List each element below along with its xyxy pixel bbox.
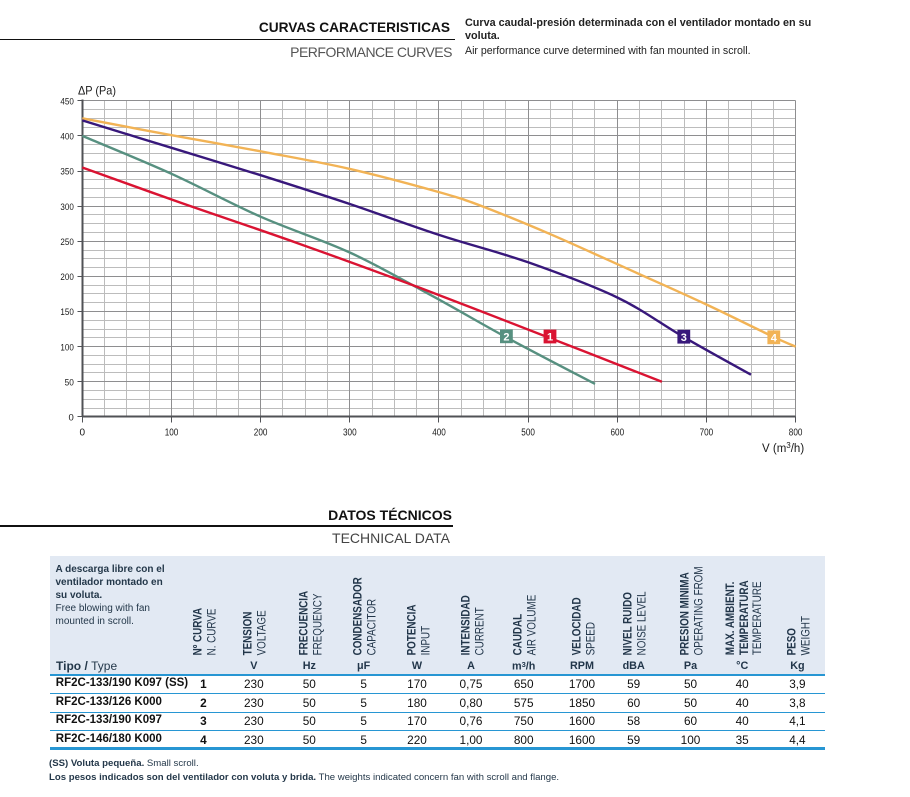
svg-text:50: 50 (65, 378, 74, 389)
svg-text:0: 0 (69, 413, 74, 424)
svg-text:400: 400 (432, 427, 446, 438)
svg-text:250: 250 (60, 237, 73, 248)
svg-text:800: 800 (789, 427, 803, 438)
svg-text:ΔP (Pa): ΔP (Pa) (78, 84, 116, 98)
svg-text:V (m3/h): V (m3/h) (762, 441, 804, 455)
svg-text:100: 100 (165, 427, 179, 438)
svg-text:400: 400 (60, 132, 73, 143)
svg-text:100: 100 (60, 342, 73, 353)
svg-text:300: 300 (60, 202, 73, 213)
svg-text:500: 500 (521, 427, 535, 438)
svg-text:200: 200 (60, 272, 73, 283)
svg-text:200: 200 (254, 427, 268, 438)
svg-text:1: 1 (547, 332, 553, 344)
svg-text:600: 600 (611, 427, 625, 438)
svg-text:150: 150 (60, 307, 73, 318)
svg-text:0: 0 (80, 427, 86, 438)
svg-text:700: 700 (700, 427, 714, 438)
svg-text:4: 4 (771, 333, 778, 345)
svg-text:350: 350 (60, 167, 73, 178)
svg-text:3: 3 (681, 332, 687, 344)
svg-text:2: 2 (503, 332, 509, 344)
svg-text:450: 450 (60, 96, 73, 107)
svg-text:300: 300 (343, 427, 357, 438)
